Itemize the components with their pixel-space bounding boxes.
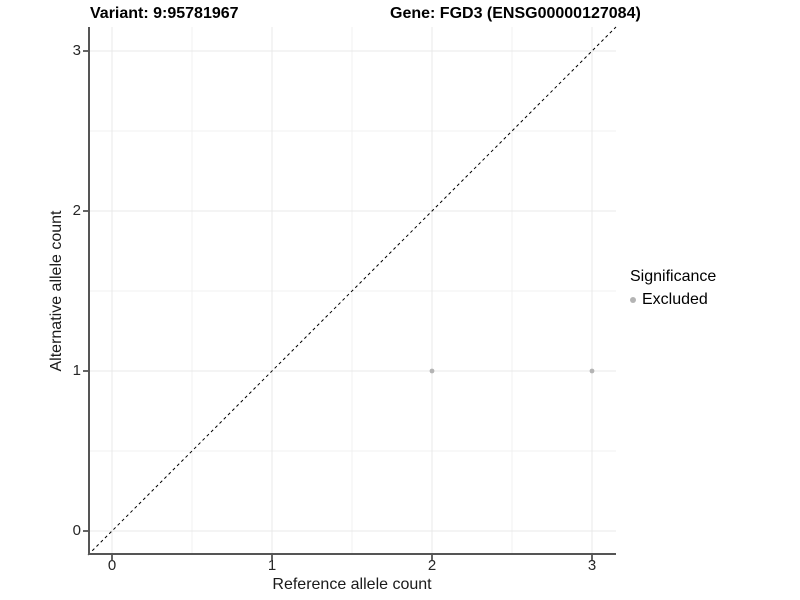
x-tick-label: 2 [427, 557, 437, 574]
data-point [429, 368, 435, 374]
x-tick-label: 0 [107, 557, 117, 574]
y-tick-label: 2 [72, 202, 81, 219]
legend: Significance Excluded [630, 268, 716, 310]
legend-entry: Excluded [630, 289, 716, 310]
x-axis-title: Reference allele count [272, 576, 432, 593]
legend-entry-label: Excluded [642, 290, 708, 308]
legend-title: Significance [630, 268, 717, 285]
legend-point-icon [630, 296, 636, 303]
y-axis-title: Alternative allele count [48, 210, 65, 372]
y-tick-label: 1 [72, 362, 81, 379]
identity-line [87, 26, 617, 556]
y-tick-label: 0 [72, 522, 81, 539]
legend-entries: Excluded [630, 289, 716, 310]
plot-title-variant: Variant: 9:95781967 [90, 5, 239, 22]
x-tick-label: 3 [587, 557, 597, 574]
data-point [589, 368, 595, 374]
y-tick-label: 3 [72, 42, 81, 59]
x-tick-label: 1 [267, 557, 277, 574]
plot-title-gene: Gene: FGD3 (ENSG00000127084) [390, 5, 641, 22]
